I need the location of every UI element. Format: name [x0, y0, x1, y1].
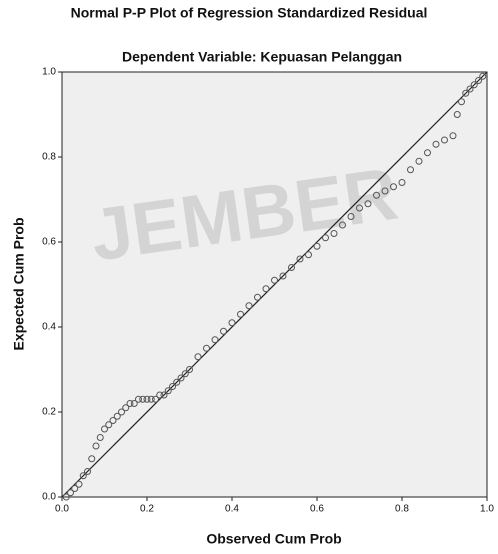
point [356, 204, 363, 212]
point [211, 336, 219, 344]
point [458, 98, 465, 106]
point [96, 434, 104, 441]
point [186, 366, 193, 373]
point [449, 132, 457, 140]
point [203, 344, 210, 352]
point [164, 387, 172, 395]
point [109, 417, 117, 424]
point [220, 327, 227, 335]
point [135, 395, 142, 403]
point [67, 489, 74, 497]
point [262, 285, 270, 293]
point [415, 157, 423, 165]
point [173, 378, 181, 386]
point [313, 242, 321, 250]
point [475, 77, 482, 84]
point [279, 272, 287, 280]
point [305, 251, 312, 259]
y-tick-label: 0.0 [42, 492, 56, 503]
x-tick-label: 0.8 [395, 504, 409, 515]
point [398, 179, 406, 186]
point [79, 472, 87, 480]
point [339, 221, 346, 229]
point [118, 408, 125, 416]
point [390, 183, 397, 191]
point [424, 149, 431, 157]
point [245, 302, 253, 310]
point [160, 391, 168, 399]
x-tick-label: 0.6 [310, 504, 324, 515]
point [147, 395, 155, 403]
y-tick-label: 0.2 [42, 407, 56, 418]
point [407, 166, 414, 174]
point [453, 111, 461, 118]
chart-title: Normal P-P Plot of Regression Standardiz… [71, 5, 428, 21]
point [347, 213, 355, 220]
point [152, 395, 159, 403]
point [169, 383, 176, 390]
point [254, 293, 261, 301]
point [466, 85, 474, 93]
point [288, 264, 295, 271]
point [139, 395, 147, 403]
point [228, 319, 236, 327]
point [62, 493, 70, 501]
point [130, 400, 138, 407]
point [84, 468, 91, 475]
y-axis-label: Expected Cum Prob [11, 217, 27, 350]
point [271, 276, 278, 284]
x-tick-label: 0.0 [55, 504, 69, 515]
point [237, 310, 244, 318]
point [105, 421, 113, 429]
chart-subtitle: Dependent Variable: Kepuasan Pelanggan [122, 49, 402, 65]
x-tick-label: 0.4 [225, 504, 239, 515]
point [88, 455, 96, 463]
x-tick-label: 1.0 [480, 504, 494, 515]
point [194, 353, 202, 361]
x-axis-label: Observed Cum Prob [206, 531, 341, 547]
point [92, 442, 100, 450]
point [71, 485, 79, 492]
point [101, 425, 108, 433]
point [470, 81, 478, 89]
point [364, 200, 372, 208]
point [181, 370, 189, 378]
point [330, 230, 338, 237]
point [381, 187, 389, 195]
point [126, 400, 134, 407]
point [113, 412, 121, 420]
point [122, 404, 130, 412]
reference-line [61, 71, 488, 498]
point [75, 480, 83, 488]
y-tick-label: 0.4 [42, 322, 56, 333]
point [373, 191, 380, 199]
point [177, 374, 185, 382]
point [156, 391, 164, 399]
point [296, 255, 304, 263]
point [479, 72, 487, 80]
x-tick-label: 0.2 [140, 504, 154, 515]
point [143, 395, 151, 403]
point [432, 140, 440, 148]
y-tick-label: 1.0 [42, 67, 56, 78]
point [441, 136, 448, 144]
point [462, 89, 470, 97]
y-tick-label: 0.8 [42, 152, 56, 163]
y-tick-label: 0.6 [42, 237, 56, 248]
point [322, 234, 329, 242]
